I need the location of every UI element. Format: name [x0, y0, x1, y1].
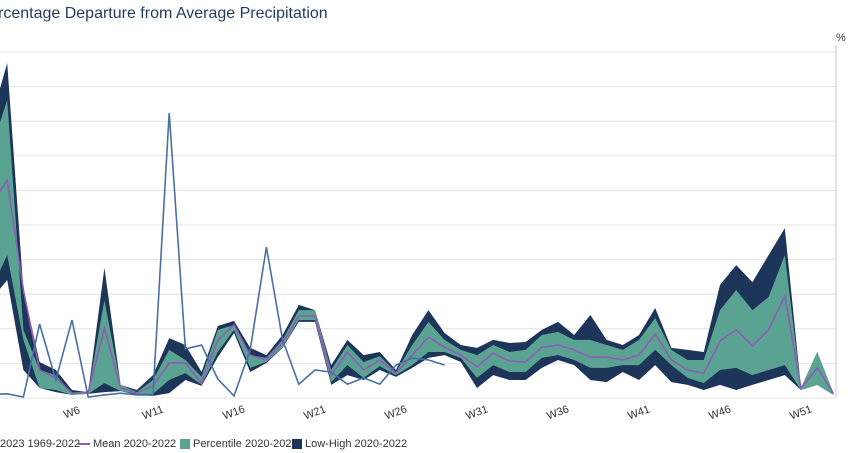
legend-label: Mean 2020-2022 [93, 438, 176, 450]
legend-swatch [292, 439, 302, 449]
y-unit: % [836, 32, 846, 44]
x-tick-label: W31 [464, 403, 489, 422]
x-tick-label: W11 [141, 404, 166, 423]
x-tick-label: W51 [788, 403, 813, 422]
line [0, 177, 835, 395]
plot-area [0, 63, 835, 398]
line [0, 112, 445, 398]
x-tick-label: W46 [707, 403, 732, 422]
grid [0, 51, 836, 399]
chart-title: rcentage Departure from Average Precipit… [0, 5, 328, 22]
x-tick-label: W16 [221, 403, 246, 422]
legend-label: Low-High 2020-2022 [305, 438, 407, 450]
legend: 2023 1969-2022 Mean 2020-2022 Percentile 2… [0, 438, 407, 450]
legend-swatch [180, 439, 190, 449]
x-tick-label: W41 [626, 403, 651, 422]
band [0, 100, 834, 395]
x-tick-label: W36 [545, 403, 570, 422]
x-tick-label: W21 [302, 403, 327, 422]
legend-label: Percentile 2020-2022 [193, 438, 298, 450]
x-tick-label: W26 [383, 403, 408, 422]
x-tick-label: W6 [62, 404, 82, 421]
legend-label: 2023 1969-2022 [0, 438, 80, 450]
